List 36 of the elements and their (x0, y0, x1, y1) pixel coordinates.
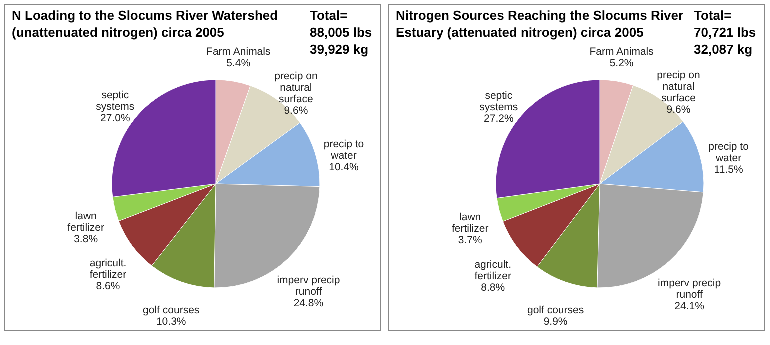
data-label: 24.8% (294, 298, 324, 310)
text: Total= 70,721 lbs 32,087 kg (694, 8, 756, 57)
data-label: 11.5% (714, 164, 744, 176)
data-label: 10.3% (156, 316, 186, 328)
slice-label: golf courses (143, 304, 200, 316)
chart-title: Nitrogen Sources Reaching the Slocums River Estuary (attenuated nitrogen) circa 2005 (396, 8, 684, 40)
chart-title: N Loading to the Slocums River Watershed (unattenuated nitrogen) circa 2005 (12, 8, 278, 40)
slice-label: lawn fertilizer (452, 212, 490, 236)
slice-label: septic systems (96, 89, 135, 113)
slice-label: precip on natural surface (274, 70, 318, 106)
slice-label: lawn fertilizer (68, 210, 105, 234)
data-label: 24.1% (674, 300, 704, 313)
data-label: 9.9% (544, 316, 568, 328)
slice-label: agricult. fertilizer (90, 258, 128, 282)
data-label: 10.4% (329, 161, 359, 174)
slice-label: agricult. fertilizer (474, 258, 512, 282)
data-label: 5.2% (610, 57, 634, 70)
data-label: 8.8% (481, 282, 506, 294)
slice-label: septic systems (480, 90, 518, 114)
slice-label: golf courses (527, 304, 584, 316)
data-label: 8.6% (96, 280, 120, 293)
data-label: 5.4% (226, 57, 251, 70)
data-label: 9.6% (666, 104, 691, 116)
data-label: 27.2% (484, 113, 514, 126)
data-label: 3.7% (458, 234, 482, 247)
slice-label: precip on natural surface (657, 70, 701, 105)
slice-label: precip to water (708, 141, 750, 165)
slice-label: imperv precip runoff (658, 278, 722, 302)
data-label: 9.6% (284, 105, 308, 118)
text: Total= 88,005 lbs 39,929 kg (310, 8, 372, 57)
slice-label: Farm Animals (206, 46, 271, 58)
data-label: 3.8% (74, 234, 98, 246)
slice-label: Farm Animals (590, 46, 654, 58)
slice-label: precip to water (324, 138, 364, 162)
slice-label: imperv precip runoff (277, 274, 340, 298)
data-label: 27.0% (100, 112, 130, 124)
